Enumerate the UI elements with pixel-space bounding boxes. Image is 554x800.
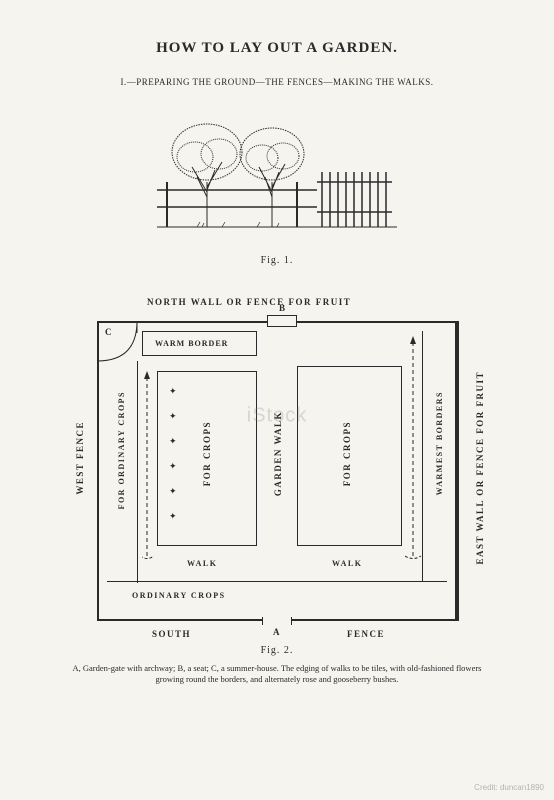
east-double — [455, 321, 459, 621]
north-label: NORTH WALL OR FENCE FOR FRUIT — [147, 297, 351, 307]
page: HOW TO LAY OUT A GARDEN. I.—PREPARING TH… — [0, 0, 554, 800]
east-fence-label: EAST WALL OR FENCE FOR FRUIT — [475, 371, 485, 564]
west-inner-line — [137, 361, 138, 583]
plant-icon: ✦ — [169, 511, 177, 522]
arrow-right — [405, 331, 425, 561]
warmest-borders-label: WARMEST BORDERS — [435, 391, 444, 495]
for-crops-right-label: FOR CROPS — [342, 421, 352, 486]
footnote-text: A, Garden-gate with archway; B, a seat; … — [50, 663, 504, 685]
plant-icon: ✦ — [169, 461, 177, 472]
plant-icon: ✦ — [169, 436, 177, 447]
for-crops-left-label: FOR CROPS — [202, 421, 212, 486]
south-left-label: SOUTH — [152, 629, 191, 639]
plant-icon: ✦ — [169, 411, 177, 422]
credit-text: Credit: duncan1890 — [474, 783, 544, 792]
garden-walk-label: GARDEN WALK — [273, 411, 283, 496]
page-title: HOW TO LAY OUT A GARDEN. — [50, 40, 504, 57]
fig2-container: NORTH WALL OR FENCE FOR FRUIT C B WARM B… — [57, 291, 497, 661]
mark-a: A — [273, 627, 280, 637]
page-subtitle: I.—PREPARING THE GROUND—THE FENCES—MAKIN… — [50, 77, 504, 87]
ordinary-crops-label: ORDINARY CROPS — [132, 591, 226, 600]
plant-icon: ✦ — [169, 386, 177, 397]
fig1-caption: Fig. 1. — [50, 255, 504, 266]
walk-right-label: WALK — [332, 559, 362, 568]
warm-border-label: WARM BORDER — [155, 339, 228, 348]
gate-a — [262, 617, 292, 625]
south-right-label: FENCE — [347, 629, 385, 639]
fig2-caption: Fig. 2. — [57, 645, 497, 656]
arrow-left — [142, 366, 162, 561]
fig1-illustration — [147, 112, 407, 242]
seat-b — [267, 315, 297, 327]
west-fence-label: WEST FENCE — [75, 421, 85, 495]
walk-left-label: WALK — [187, 559, 217, 568]
fig1-container — [50, 112, 504, 247]
summerhouse-icon — [97, 321, 147, 371]
plant-icon: ✦ — [169, 486, 177, 497]
for-ordinary-crops-label: FOR ORDINARY CROPS — [117, 391, 126, 509]
bottom-inner-line — [107, 581, 447, 582]
mark-b: B — [279, 303, 285, 313]
